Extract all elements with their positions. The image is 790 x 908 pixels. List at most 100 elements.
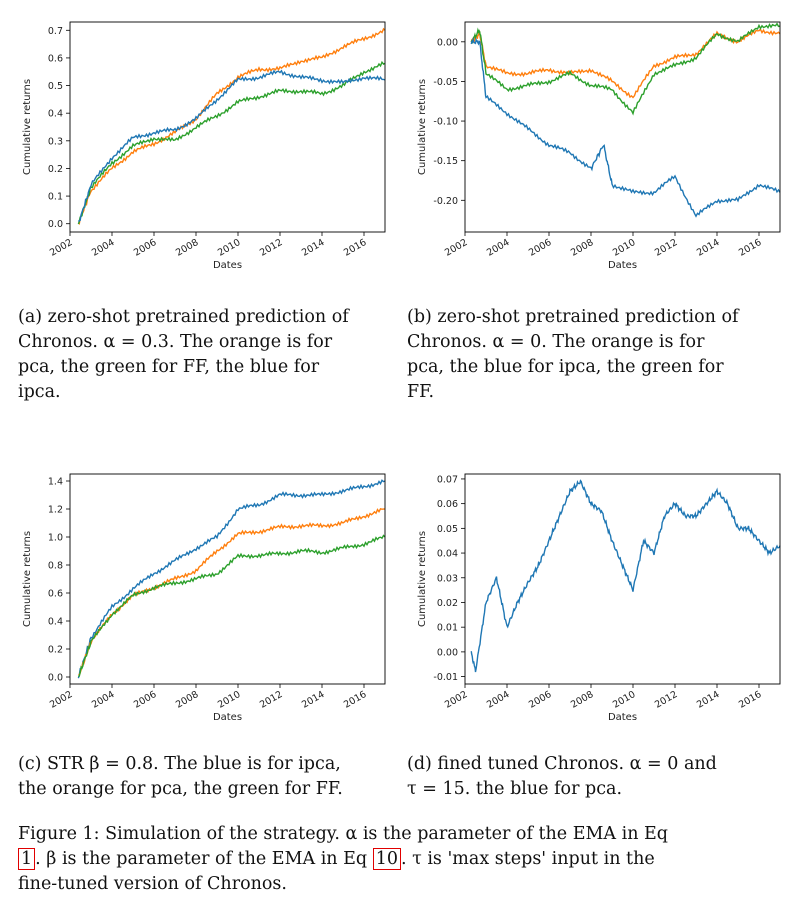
figure-caption-line-3: fine-tuned version of Chronos. — [18, 872, 758, 897]
equation-ref-link[interactable]: 1 — [18, 848, 36, 870]
series-line-blue — [470, 479, 781, 673]
y-tick-label: -0.10 — [433, 117, 458, 128]
y-axis-label: Cumulative returns — [417, 531, 428, 627]
x-tick-label: 2010 — [216, 689, 242, 711]
y-tick-label: 0.0 — [48, 673, 63, 684]
y-axis-label: Cumulative returns — [417, 79, 428, 175]
x-axis-label: Dates — [608, 260, 637, 271]
x-tick-label: 2012 — [258, 237, 284, 259]
y-tick-label: 0.1 — [48, 192, 63, 203]
x-tick-label: 2014 — [300, 689, 326, 711]
caption-d-line: (d) fined tuned Chronos. α = 0 and — [407, 754, 717, 774]
y-tick-label: -0.05 — [433, 77, 458, 88]
x-tick-label: 2016 — [737, 237, 763, 259]
y-tick-label: 1.0 — [48, 533, 63, 544]
x-tick-label: 2002 — [443, 689, 469, 711]
series-line-orange — [78, 27, 386, 225]
caption-d-line: τ = 15. the blue for pca. — [407, 779, 623, 799]
x-tick-label: 2012 — [653, 237, 679, 259]
y-tick-label: 1.2 — [48, 505, 63, 516]
series-line-blue — [77, 479, 386, 679]
y-axis-label: Cumulative returns — [22, 531, 33, 627]
y-tick-label: 0.5 — [48, 81, 63, 92]
y-tick-label: 0.6 — [48, 53, 63, 64]
figure-caption-text: fine-tuned version of Chronos. — [18, 874, 287, 894]
x-tick-label: 2002 — [443, 237, 469, 259]
caption-b: (b) zero-shot pretrained prediction of C… — [407, 305, 752, 405]
caption-a-line: pca, the green for FF, the blue for — [18, 357, 320, 377]
x-tick-label: 2014 — [300, 237, 326, 259]
x-tick-label: 2014 — [695, 237, 721, 259]
figure-caption: Figure 1: Simulation of the strategy. α … — [18, 822, 758, 897]
x-tick-label: 2006 — [527, 689, 553, 711]
plot-frame — [69, 21, 386, 233]
series-line-green — [470, 22, 781, 116]
y-tick-label: -0.01 — [433, 672, 458, 683]
y-tick-label: -0.20 — [433, 196, 458, 207]
x-tick-label: 2012 — [653, 689, 679, 711]
series-line-blue — [77, 69, 386, 222]
x-tick-label: 2002 — [48, 237, 74, 259]
caption-b-line: pca, the blue for ipca, the green for — [407, 357, 724, 377]
plot-frame — [464, 21, 781, 233]
equation-ref-link[interactable]: 10 — [372, 848, 401, 870]
chart-d-svg: -0.01 0.00 0.01 0.02 0.03 0.04 0.05 0.06 0.07 200… — [417, 473, 781, 723]
y-tick-label: 0.4 — [48, 617, 63, 628]
caption-a: (a) zero-shot pretrained prediction of C… — [18, 305, 363, 405]
y-tick-label: 0.00 — [437, 37, 458, 48]
y-tick-label: 0.2 — [48, 645, 63, 656]
caption-b-line: (b) zero-shot pretrained prediction of — [407, 307, 739, 327]
chart-panel-c: 0.0 0.2 0.4 0.6 0.8 1.0 1.2 1.4 2002 2004 2006 2008… — [0, 462, 395, 762]
chart-c-svg: 0.0 0.2 0.4 0.6 0.8 1.0 1.2 1.4 2002 2004 2006 2008… — [22, 473, 386, 723]
x-tick-label: 2008 — [569, 237, 595, 259]
plot-frame — [464, 473, 781, 685]
series-line-green — [77, 60, 386, 225]
y-tick-label: 0.2 — [48, 164, 63, 175]
chart-a-svg: 0.0 0.1 0.2 0.3 0.4 0.5 0.6 0.7 2002 2004 2006 2008… — [22, 21, 386, 271]
caption-a-line: ipca. — [18, 382, 61, 402]
figure-caption-line-1: Figure 1: Simulation of the strategy. α … — [18, 822, 758, 847]
y-tick-label: 0.06 — [437, 499, 458, 510]
chart-panel-d: -0.01 0.00 0.01 0.02 0.03 0.04 0.05 0.06 0.07 200… — [395, 462, 790, 762]
y-tick-label: 0.0 — [48, 219, 63, 230]
series-line-green — [78, 534, 386, 678]
x-tick-label: 2008 — [174, 237, 200, 259]
figure-caption-text: Figure 1: Simulation of the strategy. α … — [18, 824, 669, 844]
x-tick-label: 2016 — [737, 689, 763, 711]
y-axis-label: Cumulative returns — [22, 79, 33, 175]
figure-caption-text: . β is the parameter of the EMA in Eq — [35, 849, 373, 869]
x-tick-label: 2002 — [48, 689, 74, 711]
x-tick-label: 2010 — [611, 237, 637, 259]
x-axis-label: Dates — [213, 712, 242, 723]
figure-caption-text: . τ is 'max steps' input in the — [400, 849, 655, 869]
chart-panel-b: 0.00 -0.05 -0.10 -0.15 -0.20 2002 2004 2006 2008… — [395, 10, 790, 310]
x-tick-label: 2004 — [90, 237, 116, 259]
caption-c: (c) STR β = 0.8. The blue is for ipca, t… — [18, 752, 363, 802]
x-tick-label: 2004 — [485, 689, 511, 711]
x-tick-label: 2004 — [485, 237, 511, 259]
y-tick-label: 0.6 — [48, 589, 63, 600]
series-line-orange — [78, 507, 386, 676]
x-tick-label: 2008 — [569, 689, 595, 711]
caption-d: (d) fined tuned Chronos. α = 0 and τ = 1… — [407, 752, 752, 802]
y-tick-label: 0.3 — [48, 136, 63, 147]
x-tick-label: 2006 — [527, 237, 553, 259]
x-tick-label: 2016 — [342, 689, 368, 711]
x-tick-label: 2012 — [258, 689, 284, 711]
x-tick-label: 2014 — [695, 689, 721, 711]
figure-caption-line-2: 1. β is the parameter of the EMA in Eq 1… — [18, 847, 758, 872]
y-tick-label: 0.00 — [437, 647, 458, 658]
y-tick-label: 0.8 — [48, 561, 63, 572]
y-tick-label: 0.01 — [437, 623, 458, 634]
chart-b-svg: 0.00 -0.05 -0.10 -0.15 -0.20 2002 2004 2006 2008… — [417, 21, 781, 271]
y-tick-label: 0.03 — [437, 573, 458, 584]
y-tick-label: 0.4 — [48, 109, 63, 120]
y-tick-label: 0.05 — [437, 524, 458, 535]
caption-b-line: FF. — [407, 382, 435, 402]
x-tick-label: 2016 — [342, 237, 368, 259]
x-tick-label: 2006 — [132, 689, 158, 711]
caption-c-line: (c) STR β = 0.8. The blue is for ipca, — [18, 754, 341, 774]
caption-a-line: (a) zero-shot pretrained prediction of — [18, 307, 349, 327]
y-tick-label: 0.04 — [437, 549, 458, 560]
caption-c-line: the orange for pca, the green for FF. — [18, 779, 343, 799]
